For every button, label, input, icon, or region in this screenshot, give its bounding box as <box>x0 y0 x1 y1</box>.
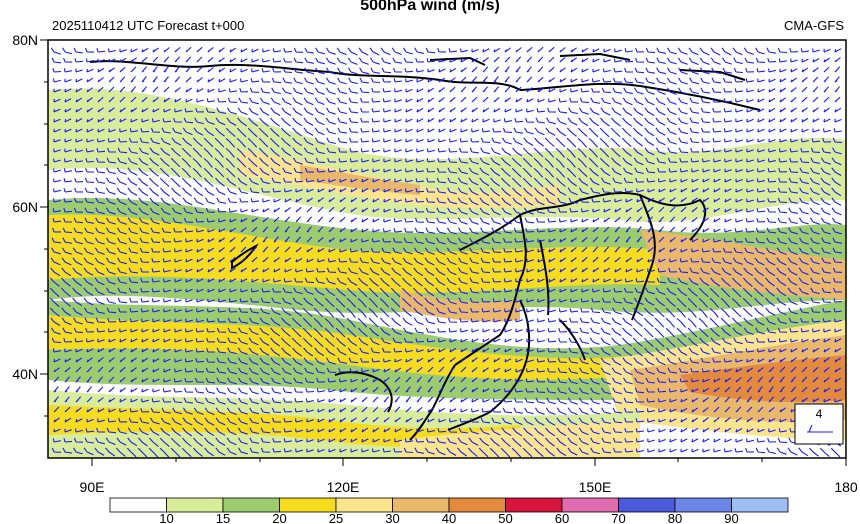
wind-speed-field <box>48 40 846 458</box>
colorbar-swatch <box>166 497 224 513</box>
longitude-axis: 90E 120E 150E 180 <box>80 458 858 495</box>
colorbar-swatch <box>279 497 337 513</box>
colorbar-swatch <box>222 497 280 513</box>
colorbar-label: 70 <box>611 511 625 524</box>
colorbar-swatch <box>448 497 506 513</box>
map-title: 500hPa wind (m/s) <box>360 0 500 14</box>
colorbar-label: 30 <box>385 511 399 524</box>
reference-barb-icon <box>807 424 833 433</box>
colorbar-label: 15 <box>216 511 230 524</box>
latitude-axis: 80N 60N 40N <box>12 32 48 417</box>
colorbar-swatch <box>392 497 450 513</box>
colorbar-label: 80 <box>668 511 682 524</box>
colorbar-swatch <box>731 497 789 513</box>
lat-label-80n: 80N <box>12 32 38 48</box>
colorbar-label: 90 <box>724 511 738 524</box>
colorbar-label: 20 <box>272 511 286 524</box>
reference-vector-value: 4 <box>816 407 823 421</box>
model-label: CMA-GFS <box>784 18 844 33</box>
lon-label-90e: 90E <box>80 479 105 495</box>
colorbar-label: 60 <box>555 511 569 524</box>
colorbar-swatch <box>561 497 619 513</box>
colorbar-label: 25 <box>329 511 343 524</box>
colorbar-label: 40 <box>442 511 456 524</box>
lat-label-60n: 60N <box>12 199 38 215</box>
lon-label-180: 180 <box>834 479 858 495</box>
colorbar-swatch <box>335 497 393 513</box>
colorbar-swatch <box>618 497 676 513</box>
colorbar-label: 50 <box>498 511 512 524</box>
lon-label-150e: 150E <box>579 479 612 495</box>
wind-barbs <box>49 46 843 458</box>
colorbar-label: 10 <box>159 511 173 524</box>
colorbar: 10 15 20 25 30 40 50 60 70 80 90 <box>109 497 789 524</box>
lat-label-40n: 40N <box>12 366 38 382</box>
colorbar-swatch <box>674 497 732 513</box>
lon-label-120e: 120E <box>327 479 360 495</box>
forecast-time-label: 2025110412 UTC Forecast t+000 <box>52 18 245 33</box>
reference-vector-box: 4 <box>794 403 844 445</box>
coastlines <box>89 52 761 441</box>
wind-barb-set <box>49 46 843 458</box>
colorbar-swatch <box>109 497 167 513</box>
colorbar-swatch <box>505 497 563 513</box>
